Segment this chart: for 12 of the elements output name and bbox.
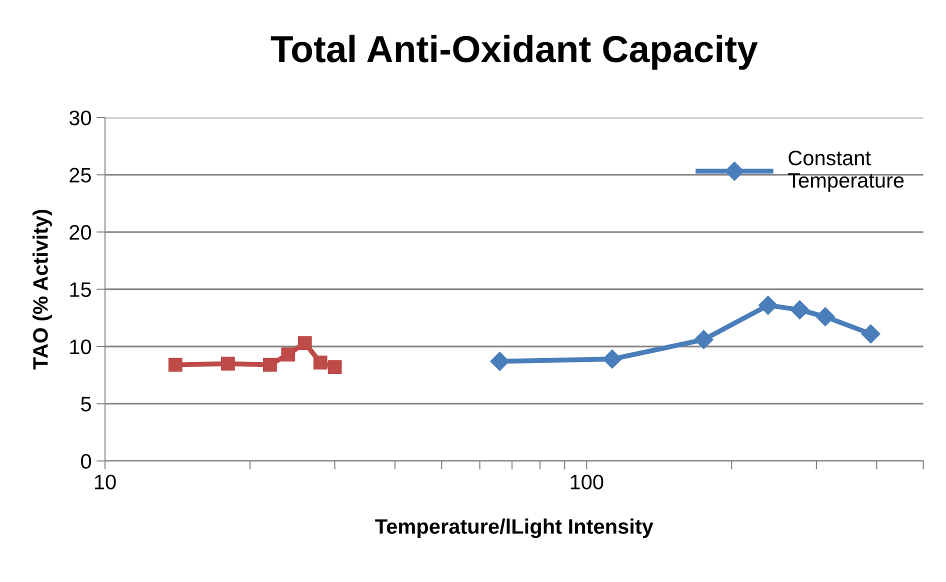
y-tick-label: 30 [69, 110, 91, 126]
chart-title: Total Anti-Oxidant Capacity [270, 34, 758, 70]
y-tick-label: 25 [70, 168, 91, 183]
y-tick-label: 20 [70, 225, 91, 240]
x-axis-title: Temperature/lLight Intensity [375, 518, 654, 538]
y-tick-label: 15 [70, 282, 91, 298]
legend-label: Constant Temperature [788, 150, 904, 192]
y-axis-title: TAO (% Activity) [32, 210, 52, 370]
x-tick-label: 100 [570, 474, 604, 490]
y-tick-label: 5 [81, 396, 91, 412]
y-tick-label: 0 [81, 454, 91, 469]
y-tick-label: 10 [70, 339, 91, 354]
